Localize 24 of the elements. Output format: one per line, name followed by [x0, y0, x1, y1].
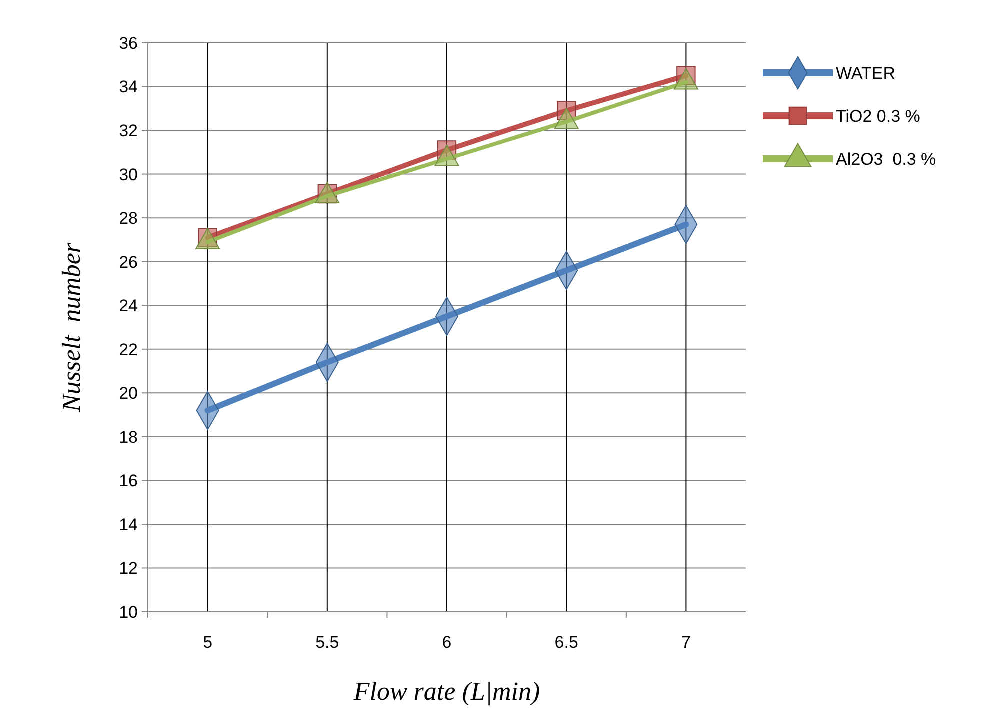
- y-tick-label: 30: [119, 165, 138, 184]
- x-tick-label: 6: [442, 633, 452, 652]
- x-tick-label: 5: [203, 633, 213, 652]
- legend-label: WATER: [836, 64, 896, 83]
- y-tick-label: 28: [119, 209, 138, 228]
- y-tick-label: 10: [119, 602, 138, 622]
- y-tick-label: 12: [119, 559, 138, 578]
- legend-label: TiO2 0.3 %: [836, 106, 920, 126]
- y-tick-label: 24: [119, 296, 138, 316]
- y-tick-label: 36: [119, 34, 138, 53]
- y-tick-label: 34: [119, 78, 138, 97]
- y-tick-label: 14: [119, 515, 138, 534]
- x-tick-label: 7: [681, 633, 691, 652]
- y-tick-label: 16: [119, 472, 138, 491]
- y-tick-label: 32: [119, 121, 138, 140]
- y-tick-label: 22: [119, 340, 138, 360]
- y-tick-label: 20: [119, 384, 138, 404]
- y-axis-title: Nusselt number: [57, 242, 86, 413]
- legend-label: Al2O3 0.3 %: [836, 150, 936, 169]
- y-tick-label: 26: [119, 252, 138, 272]
- y-tick-label: 18: [119, 428, 138, 447]
- x-tick-label: 5.5: [316, 633, 340, 652]
- x-tick-label: 6.5: [554, 633, 578, 652]
- x-axis-title: Flow rate (L|min): [352, 677, 540, 706]
